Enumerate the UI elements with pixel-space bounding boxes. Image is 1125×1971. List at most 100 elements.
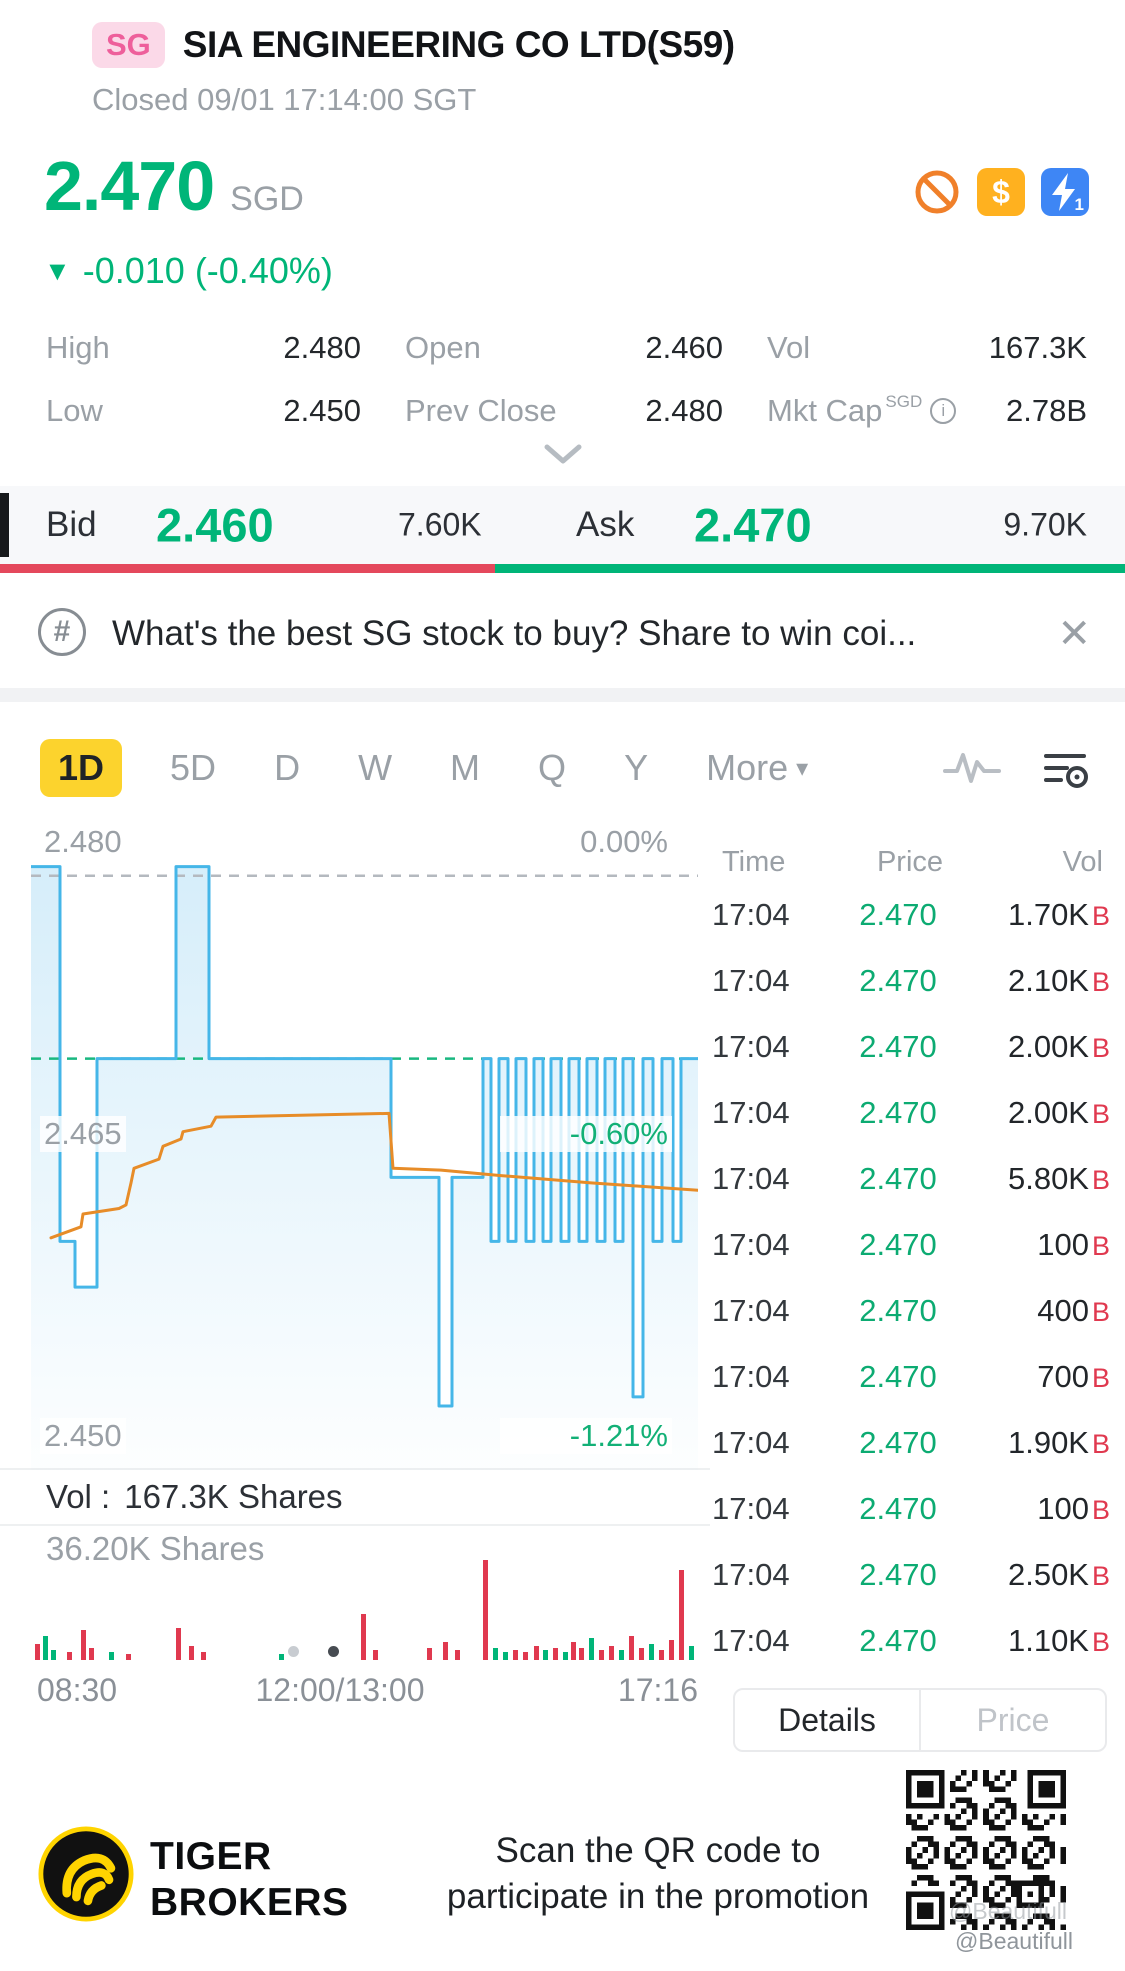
banner-text: What's the best SG stock to buy? Share t… (112, 614, 917, 653)
close-icon[interactable]: ✕ (1057, 612, 1091, 656)
x-axis-close: 17:16 (617, 1672, 698, 1708)
tape-time: 17:04 (712, 1029, 790, 1064)
tape-price: 2.470 (859, 1095, 937, 1130)
tape-row[interactable]: 17:04 2.470 2.50K B (712, 1542, 1110, 1608)
tape-vol: 2.10K B (1007, 963, 1110, 998)
tape-side: B (1091, 1033, 1110, 1063)
expand-stats-button[interactable] (0, 434, 1125, 474)
tape-time: 17:04 (712, 1095, 790, 1130)
volume-chart-svg[interactable] (31, 1556, 698, 1660)
tape-price: 2.470 (859, 1029, 937, 1064)
price-change-row: ▼ -0.010 (-0.40%) (44, 250, 333, 292)
info-icon[interactable]: i (930, 397, 957, 424)
price-change: -0.010 (-0.40%) (82, 250, 333, 291)
tiger-brokers-logo (38, 1826, 134, 1922)
tape-vol: 2.50K B (1007, 1557, 1110, 1592)
x-axis-lunch: 12:00/13:00 (255, 1672, 425, 1708)
tape-row[interactable]: 17:04 2.470 100 B (712, 1476, 1110, 1542)
tape-row[interactable]: 17:04 2.470 5.80K B (712, 1146, 1110, 1212)
tab-w[interactable]: W (358, 747, 393, 788)
tape-row[interactable]: 17:04 2.470 1.10K B (712, 1608, 1110, 1674)
y-label-low: 2.450 (40, 1418, 126, 1454)
tape-vol: 2.00K B (1007, 1029, 1110, 1064)
ask-price[interactable]: 2.470 (694, 498, 812, 552)
tab-details[interactable]: Details (735, 1690, 921, 1750)
qr-code (906, 1770, 1066, 1930)
tape-vol: 5.80K B (1007, 1161, 1110, 1196)
tab-price[interactable]: Price (976, 1701, 1050, 1738)
currency-label: SGD (230, 180, 304, 218)
stat-high: High 2.480 (46, 329, 361, 365)
tape-price: 2.470 (859, 1161, 937, 1196)
tape-row[interactable]: 17:04 2.470 2.00K B (712, 1080, 1110, 1146)
divider-line (0, 1524, 710, 1526)
sparkline-icon[interactable] (943, 749, 1001, 787)
volume-max-label: 36.20K Shares (46, 1530, 265, 1567)
tape-price: 2.470 (859, 1557, 937, 1592)
pane-dot-active[interactable] (328, 1646, 339, 1657)
bid-volume-bar (0, 564, 495, 573)
tape-side: B (1091, 967, 1110, 997)
pct-label-zero: 0.00% (520, 824, 672, 860)
tape-time: 17:04 (712, 963, 790, 998)
tape-vol: 1.70K B (1007, 897, 1110, 932)
lightning-icon (1052, 173, 1075, 211)
tape-vol: 100 B (1037, 1491, 1110, 1526)
tape-vol: 400 B (1037, 1293, 1110, 1328)
tab-d[interactable]: D (274, 747, 301, 788)
tape-price: 2.470 (859, 1293, 937, 1328)
period-tabs: 1D 5D D W M Q Y (40, 739, 706, 797)
tape-side: B (1091, 1561, 1110, 1591)
tab-y[interactable]: Y (624, 747, 649, 788)
tape-row[interactable]: 17:04 2.470 700 B (712, 1344, 1110, 1410)
section-divider (0, 688, 1125, 702)
tape-vol: 700 B (1037, 1359, 1110, 1394)
brand-name: TIGER BROKERS (150, 1834, 349, 1926)
y-label-mid: 2.465 (40, 1116, 126, 1152)
session-volume-label: Vol : (46, 1478, 111, 1515)
tape-side: B (1091, 1495, 1110, 1525)
tape-row[interactable]: 17:04 2.470 100 B (712, 1212, 1110, 1278)
tape-price: 2.470 (859, 963, 937, 998)
pct-label-mid: -0.60% (500, 1116, 672, 1152)
pane-dot-inactive[interactable] (288, 1646, 299, 1657)
promo-line1: Scan the QR code to (495, 1831, 821, 1870)
dollar-icon[interactable]: $ (977, 168, 1025, 216)
tape-time: 17:04 (712, 1491, 790, 1526)
stock-title: SIA ENGINEERING CO LTD(S59) (182, 24, 735, 65)
ask-volume-bar (495, 564, 1125, 573)
restricted-icon[interactable] (913, 168, 961, 216)
exchange-badge: SG (92, 22, 165, 68)
stat-mkt-cap: Mkt Cap SGD i 2.78B (767, 391, 1087, 428)
tab-1d[interactable]: 1D (40, 739, 123, 797)
bid-ask-band: Bid 2.460 7.60K Ask 2.470 9.70K (0, 486, 1125, 564)
tab-m[interactable]: M (450, 747, 481, 788)
chart-toolbar-icons (943, 744, 1089, 792)
tape-row[interactable]: 17:04 2.470 1.90K B (712, 1410, 1110, 1476)
tape-row[interactable]: 17:04 2.470 2.10K B (712, 948, 1110, 1014)
tape-row[interactable]: 17:04 2.470 400 B (712, 1278, 1110, 1344)
bid-ask-ratio-bar (0, 564, 1125, 573)
hashtag-icon: # (38, 608, 86, 656)
tape-price: 2.470 (859, 1425, 937, 1460)
tape-header-price: Price (876, 846, 944, 878)
tab-q[interactable]: Q (538, 747, 567, 788)
topic-banner[interactable]: # What's the best SG stock to buy? Share… (0, 592, 1125, 676)
brand-line2: BROKERS (150, 1881, 349, 1924)
tape-row[interactable]: 17:04 2.470 2.00K B (712, 1014, 1110, 1080)
drag-handle[interactable] (0, 493, 9, 557)
restricted-icon-svg (915, 170, 959, 214)
indicator-settings-icon[interactable] (1041, 744, 1089, 792)
tape-time: 17:04 (712, 1425, 790, 1460)
tape-price: 2.470 (859, 1227, 937, 1262)
stat-prev-close: Prev Close 2.480 (405, 392, 723, 428)
flash-order-icon[interactable]: 1 (1041, 168, 1089, 216)
tape-row[interactable]: 17:04 2.470 1.70K B (712, 882, 1110, 948)
tab-more[interactable]: More ▾ (706, 747, 808, 789)
bid-price[interactable]: 2.460 (156, 498, 274, 552)
bid-size: 7.60K (398, 506, 482, 543)
tape-side: B (1091, 1627, 1110, 1657)
session-volume-value: 167.3K Shares (124, 1478, 343, 1515)
tape-vol: 1.10K B (1007, 1623, 1110, 1658)
tab-5d[interactable]: 5D (170, 747, 217, 788)
